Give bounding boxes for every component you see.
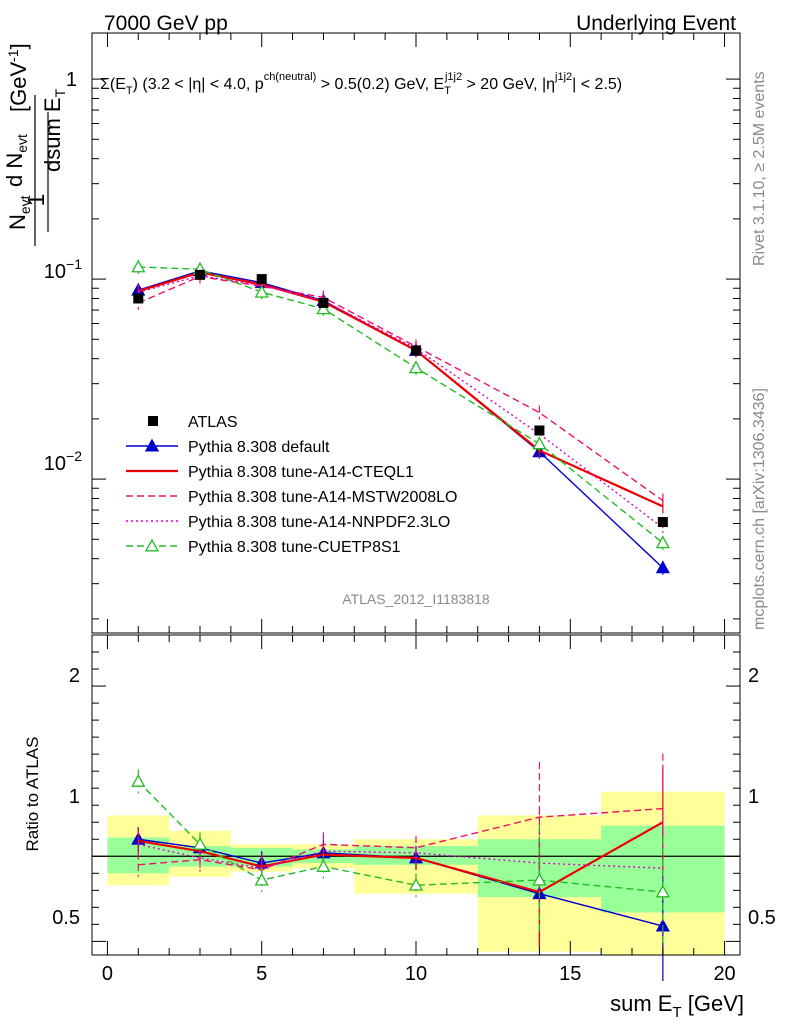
main-ytick-0.01: 10−2 [44, 448, 82, 475]
legend: ATLAS Pythia 8.308 default Pythia 8.308 tu… [126, 414, 457, 556]
ratio-marker-pythia-8-308-tune-cuetp8s1 [131, 774, 146, 787]
ratio-marker-pythia-8-308-tune-cuetp8s1 [192, 837, 208, 850]
atlas-point [318, 297, 329, 308]
main-marker-pythia-8-308-tune-cuetp8s1 [316, 301, 331, 315]
x-tick-label: 15 [559, 963, 581, 985]
ratio-ytick-1-right: 1 [748, 786, 759, 808]
ratio-ytick-0.5-right: 0.5 [748, 907, 776, 929]
legend-label: ATLAS [188, 414, 238, 431]
ratio-marker-pythia-8-308-tune-cuetp8s1 [655, 884, 670, 898]
legend-label: Pythia 8.308 default [188, 439, 330, 456]
ratio-ylabel: Ratio to ATLAS [23, 737, 42, 852]
svg-text:[GeV-1]: [GeV-1] [5, 43, 31, 112]
legend-label: Pythia 8.308 tune-CUETP8S1 [188, 539, 401, 556]
legend-item-pythia-8-308-tune-a14-cteql1: Pythia 8.308 tune-A14-CTEQL1 [126, 464, 414, 481]
main-marker-pythia-8-308-tune-cuetp8s1 [131, 259, 146, 273]
x-tick-label: 5 [256, 963, 267, 985]
header-right: Underlying Event [576, 12, 736, 35]
atlas-point [411, 345, 421, 356]
main-marker-pythia-8-308-default [655, 560, 670, 574]
ratio-series [131, 753, 670, 982]
main-ytick-0.1: 10−1 [44, 256, 82, 283]
atlas-point [534, 425, 545, 436]
main-ylabel: 1 [23, 194, 49, 207]
legend-item-pythia-8-308-tune-cuetp8s1: Pythia 8.308 tune-CUETP8S1 [126, 538, 401, 556]
main-marker-pythia-8-308-tune-cuetp8s1 [532, 436, 547, 450]
legend-label: Pythia 8.308 tune-A14-MSTW2008LO [188, 489, 457, 506]
ratio-marker-pythia-8-308-tune-cuetp8s1 [532, 872, 547, 886]
atlas-data-points [133, 269, 668, 528]
x-tick-labels: 0 5 10 15 20 [102, 963, 736, 985]
watermark: ATLAS_2012_I1183818 [342, 591, 490, 607]
atlas-point [133, 293, 144, 304]
main-title: Σ(ET) (3.2 < |η| < 4.0, pch(neutral) > 0… [100, 71, 622, 97]
ratio-ytick-0.5: 0.5 [52, 907, 80, 929]
ratio-ytick-1: 1 [69, 786, 80, 808]
ratio-ytick-2: 2 [69, 665, 80, 687]
main-marker-pythia-8-308-tune-cuetp8s1 [254, 284, 269, 298]
x-tick-label: 10 [405, 963, 427, 985]
atlas-point [195, 269, 205, 280]
legend-label: Pythia 8.308 tune-A14-CTEQL1 [188, 464, 414, 481]
legend-label: Pythia 8.308 tune-A14-NNPDF2.3LO [188, 514, 450, 531]
atlas-point [256, 274, 267, 285]
main-ylabel-expression: Nevt dsum ET d Nevt [GeV-1] [2, 43, 68, 246]
atlas-point [657, 517, 668, 528]
legend-item-atlas: ATLAS [148, 414, 238, 431]
ratio-ytick-2-right: 2 [748, 665, 759, 687]
legend-marker [144, 538, 160, 552]
ratio-axes [91, 634, 741, 956]
side-text-bottom: mcplots.cern.ch [arXiv:1306.3436] [751, 388, 768, 630]
main-marker-pythia-8-308-tune-cuetp8s1 [655, 535, 670, 549]
ratio-marker-pythia-8-308-tune-cuetp8s1 [316, 859, 331, 872]
svg-text:1: 1 [23, 194, 49, 207]
main-ytick-1: 1 [66, 69, 77, 91]
x-tick-label: 0 [102, 963, 113, 985]
ratio-marker-pythia-8-308-tune-cuetp8s1 [254, 872, 269, 886]
main-axes [91, 32, 741, 634]
svg-text:Nevt: Nevt [5, 195, 33, 230]
legend-marker [148, 416, 158, 426]
side-text-top: Rivet 3.1.10, ≥ 2.5M events [751, 71, 768, 266]
x-tick-label: 20 [713, 963, 735, 985]
x-axis-label: sum ET [GeV] [610, 991, 744, 1021]
legend-item-pythia-8-308-default: Pythia 8.308 default [126, 438, 330, 456]
svg-text:dsum ET: dsum ET [40, 88, 68, 172]
svg-text:d Nevt: d Nevt [2, 134, 30, 187]
legend-item-pythia-8-308-tune-a14-nnpdf2-3lo: Pythia 8.308 tune-A14-NNPDF2.3LO [126, 514, 450, 531]
legend-item-pythia-8-308-tune-a14-mstw2008lo: Pythia 8.308 tune-A14-MSTW2008LO [126, 489, 457, 506]
legend-marker [144, 438, 160, 452]
ratio-marker-pythia-8-308-tune-cuetp8s1 [408, 877, 424, 891]
main-marker-pythia-8-308-tune-cuetp8s1 [408, 360, 424, 374]
header-left: 7000 GeV pp [104, 12, 228, 35]
